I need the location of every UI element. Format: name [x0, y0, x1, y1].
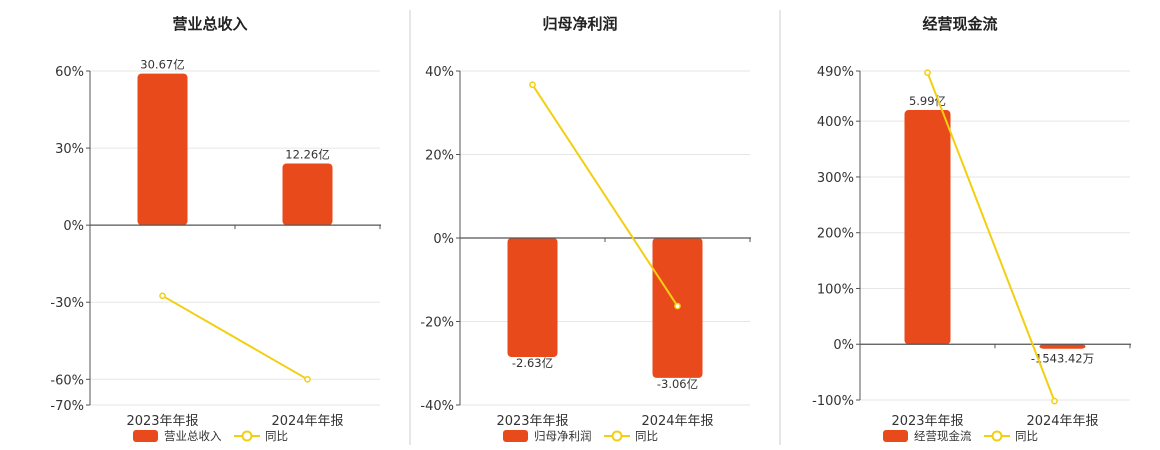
y-tick-label: -40% [420, 399, 454, 414]
yoy-line [531, 84, 679, 307]
y-tick-label: 60% [55, 65, 84, 80]
yoy-point-1 [924, 69, 931, 77]
legend-line-label: 同比 [265, 429, 288, 443]
y-tick-label: 490% [817, 65, 854, 80]
y-tick-label: -70% [50, 399, 84, 414]
y-tick-label: 300% [817, 171, 854, 186]
legend-bar-swatch [883, 430, 908, 442]
yoy-point-1 [159, 292, 166, 300]
y-tick-label: 200% [817, 227, 854, 242]
legend-line-label: 同比 [1015, 429, 1038, 443]
x-category-label: 2024年年报 [641, 414, 713, 429]
bar-data-label: 30.67亿 [140, 58, 184, 72]
bar-1 [507, 238, 558, 357]
chart-title: 归母净利润 [542, 15, 617, 33]
legend-line-label: 同比 [635, 429, 658, 443]
y-tick-label: -30% [50, 296, 84, 311]
y-tick-label: -60% [50, 373, 84, 388]
yoy-point-1 [529, 81, 536, 89]
chart-panel-1: 营业总收入 60% 30% 0% -30% -60% -70% 30.67亿 12.26亿 202… [50, 15, 381, 443]
legend-line-marker [611, 430, 623, 442]
legend-line-marker [241, 430, 253, 442]
x-category-label: 2024年年报 [271, 414, 343, 429]
bar-2 [282, 163, 333, 226]
legend-bar-label: 归母净利润 [534, 429, 592, 443]
y-tick-label: 20% [425, 149, 454, 164]
y-tick-label: -20% [420, 316, 454, 331]
legend-line-marker [991, 430, 1003, 442]
bar-data-label: -3.06亿 [657, 377, 698, 391]
bar-1 [904, 110, 951, 345]
chart-panel-2: 归母净利润 40% 20% 0% -20% -40% -2.63亿 -3.06亿 2023年年报… [420, 15, 751, 443]
bar-data-label: -1543.42万 [1031, 352, 1094, 366]
legend-bar-swatch [503, 430, 528, 442]
x-category-label: 2023年年报 [496, 414, 568, 429]
x-category-label: 2024年年报 [1026, 414, 1098, 429]
y-tick-label: 400% [817, 115, 854, 130]
y-tick-label: 0% [433, 232, 454, 247]
bar-2 [1039, 344, 1086, 349]
legend-bar-label: 经营现金流 [914, 429, 972, 443]
x-category-label: 2023年年报 [126, 414, 198, 429]
x-category-label: 2023年年报 [891, 414, 963, 429]
y-tick-label: 0% [833, 338, 854, 353]
bar-data-label: -2.63亿 [512, 356, 553, 370]
yoy-point-2 [304, 375, 311, 383]
y-tick-label: 100% [817, 282, 854, 297]
y-tick-label: -100% [812, 394, 854, 409]
chart-panel-3: 经营现金流490%400%300%200%100%0%-100%5.99亿-15… [812, 15, 1131, 443]
bar-data-label: 12.26亿 [285, 147, 329, 161]
chart-title: 经营现金流 [922, 15, 997, 33]
legend-bar-label: 营业总收入 [164, 429, 222, 443]
chart-title: 营业总收入 [172, 15, 247, 33]
yoy-point-2 [1051, 397, 1058, 405]
yoy-line [162, 294, 308, 381]
y-tick-label: 40% [425, 65, 454, 80]
yoy-line [926, 72, 1056, 402]
legend-bar-swatch [133, 430, 158, 442]
y-tick-label: 30% [55, 142, 84, 157]
yoy-point-2 [674, 302, 681, 310]
y-tick-label: 0% [63, 219, 84, 234]
bar-1 [137, 73, 188, 226]
